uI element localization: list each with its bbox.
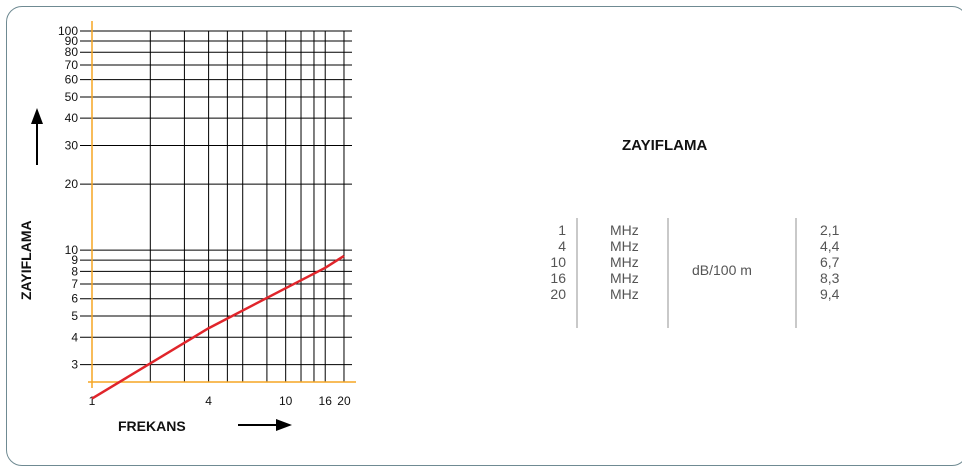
y-tick-label: 60 [65, 73, 79, 87]
unit-column: MHz MHz MHz MHz MHz [610, 222, 650, 302]
value-column: 2,1 4,4 6,7 8,3 9,4 [820, 222, 860, 302]
x-tick-label: 16 [319, 394, 333, 408]
y-tick-label: 3 [71, 358, 78, 372]
value-cell: 8,3 [820, 270, 840, 286]
x-tick-label: 20 [337, 394, 351, 408]
y-tick-label: 4 [71, 330, 78, 344]
frequency-cell: 20 [550, 286, 566, 302]
y-tick-label: 5 [71, 309, 78, 323]
frequency-cell: 10 [550, 254, 566, 270]
y-tick-label: 30 [65, 139, 79, 153]
column-divider [576, 218, 578, 328]
attenuation-line [91, 254, 345, 400]
unit-cell: MHz [610, 238, 639, 254]
y-tick-label: 6 [71, 292, 78, 306]
unit-cell: MHz [610, 222, 639, 238]
y-tick-label: 70 [65, 58, 79, 72]
x-tick-labels: 1 4 10 16 20 [89, 394, 351, 408]
y-tick-label: 9 [71, 253, 78, 267]
frequency-column: 1 4 10 16 20 [540, 222, 566, 302]
x-tick-label: 1 [89, 394, 96, 408]
y-tick-label: 20 [65, 177, 79, 191]
axis-arrows [31, 108, 292, 431]
table-title: ZAYIFLAMA [622, 137, 708, 154]
y-tick-label: 90 [65, 34, 79, 48]
y-axis-label: ZAYIFLAMA [18, 220, 34, 300]
unit-cell: MHz [610, 254, 639, 270]
x-axis-label: FREKANS [118, 418, 186, 434]
y-tick-label: 100 [58, 24, 78, 38]
panel-frame [6, 6, 962, 466]
x-arrow-head [276, 419, 292, 431]
unit-cell: MHz [610, 286, 639, 302]
vertical-gridlines [149, 31, 345, 382]
db-unit-label: dB/100 m [692, 262, 752, 278]
value-cell: 2,1 [820, 222, 840, 238]
unit-cell: MHz [610, 270, 639, 286]
y-tick-label: 10 [65, 243, 79, 257]
y-tick-label: 7 [71, 277, 78, 291]
series-line [91, 254, 345, 400]
value-cell: 4,4 [820, 238, 840, 254]
axes [88, 21, 356, 388]
y-arrow-head [31, 108, 43, 124]
frequency-cell: 1 [558, 222, 566, 238]
column-divider [667, 218, 669, 328]
horizontal-gridlines [80, 30, 352, 366]
y-tick-label: 80 [65, 45, 79, 59]
y-tick-label: 8 [71, 264, 78, 278]
y-tick-label: 40 [65, 111, 79, 125]
column-divider [795, 218, 797, 328]
x-tick-label: 10 [279, 394, 293, 408]
y-tick-label: 50 [65, 90, 79, 104]
value-cell: 6,7 [820, 254, 840, 270]
x-tick-label: 4 [205, 394, 212, 408]
frequency-cell: 16 [550, 270, 566, 286]
frequency-cell: 4 [558, 238, 566, 254]
value-cell: 9,4 [820, 286, 840, 302]
